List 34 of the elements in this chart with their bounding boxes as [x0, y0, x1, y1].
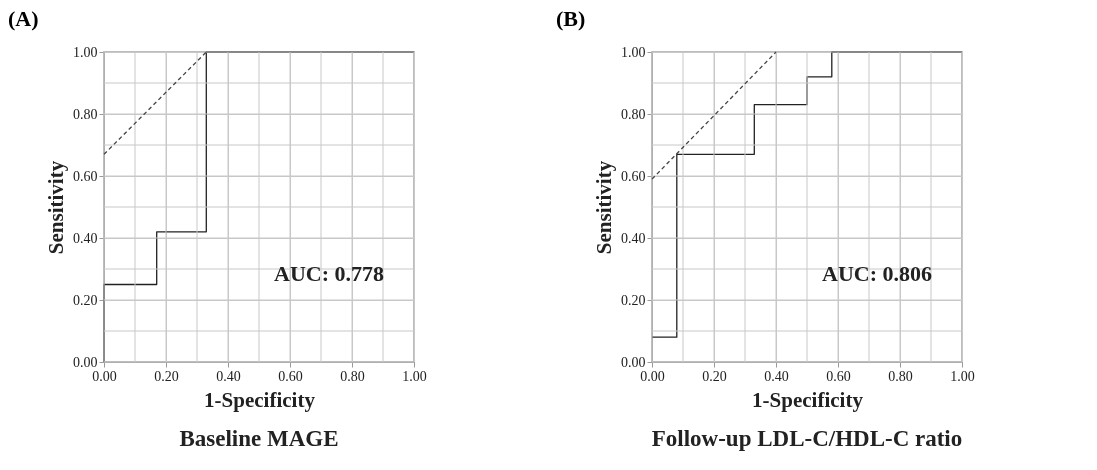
x-tick-label: 0.00: [640, 368, 665, 384]
y-tick-label: 0.00: [621, 354, 646, 370]
x-tick-label: 1.00: [950, 368, 975, 384]
annotation: AUC: 0.806: [822, 261, 932, 286]
y-tick-label: 0.20: [621, 292, 646, 308]
y-tick-label: 0.40: [73, 230, 98, 246]
y-tick-label: 0.00: [73, 354, 98, 370]
text: Baseline MAGE: [179, 426, 339, 451]
y-tick-label: 0.40: [621, 230, 646, 246]
x-tick-label: 0.80: [888, 368, 913, 384]
x-tick-label: 0.60: [826, 368, 851, 384]
y-tick-label: 1.00: [621, 44, 646, 60]
annotation: AUC: 0.778: [274, 261, 384, 286]
x-tick-label: 1.00: [402, 368, 427, 384]
y-tick-label: 1.00: [73, 44, 98, 60]
text: Follow-up LDL-C/HDL-C ratio: [651, 426, 963, 451]
y-axis-title: Sensitivity: [44, 160, 68, 255]
x-tick-label: 0.60: [278, 368, 303, 384]
x-tick-label: 0.40: [216, 368, 241, 384]
chart-title: (A): [8, 6, 39, 32]
x-tick-label: 0.80: [340, 368, 365, 384]
y-tick-label: 0.80: [621, 106, 646, 122]
y-tick-label: 0.20: [73, 292, 98, 308]
x-axis-title: 1-Specificity: [752, 387, 864, 412]
x-tick-label: 0.20: [154, 368, 179, 384]
x-tick-label: 0.40: [764, 368, 789, 384]
x-tick-label: 0.00: [92, 368, 117, 384]
y-tick-label: 0.60: [621, 168, 646, 184]
y-axis-title: Sensitivity: [592, 160, 616, 255]
y-tick-label: 0.80: [73, 106, 98, 122]
x-axis-title: 1-Specificity: [204, 387, 316, 412]
x-tick-label: 0.20: [702, 368, 727, 384]
chart-title: (B): [556, 6, 586, 32]
y-tick-label: 0.60: [73, 168, 98, 184]
